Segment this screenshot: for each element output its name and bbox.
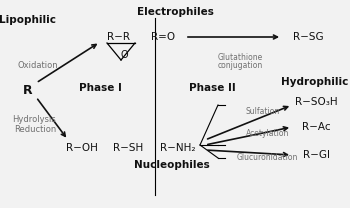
- Text: R−SG: R−SG: [293, 32, 323, 42]
- Text: Electrophiles: Electrophiles: [136, 7, 214, 17]
- Text: Glucuronidation: Glucuronidation: [237, 154, 298, 162]
- Text: Lipophilic: Lipophilic: [0, 15, 56, 25]
- Text: O: O: [120, 50, 128, 60]
- Text: R: R: [23, 83, 33, 97]
- Text: R−Gl: R−Gl: [302, 150, 329, 160]
- Text: R−NH₂: R−NH₂: [160, 143, 196, 153]
- Text: conjugation: conjugation: [217, 61, 262, 69]
- Text: Acetylation: Acetylation: [246, 129, 289, 137]
- Text: Hydrolysis: Hydrolysis: [12, 115, 56, 125]
- Text: R−OH: R−OH: [66, 143, 98, 153]
- Text: R=O: R=O: [151, 32, 175, 42]
- Text: R−Ac: R−Ac: [302, 122, 330, 132]
- Text: R−SH: R−SH: [113, 143, 143, 153]
- Text: Glutathione: Glutathione: [217, 52, 262, 62]
- Text: Oxidation: Oxidation: [18, 61, 59, 69]
- Text: Phase I: Phase I: [78, 83, 121, 93]
- Text: Nucleophiles: Nucleophiles: [134, 160, 210, 170]
- Text: R−SO₃H: R−SO₃H: [295, 97, 337, 107]
- Text: Sulfation: Sulfation: [246, 108, 280, 116]
- Text: Phase II: Phase II: [189, 83, 235, 93]
- Text: Hydrophilic: Hydrophilic: [281, 77, 349, 87]
- Text: Reduction: Reduction: [14, 125, 56, 135]
- Text: R−R: R−R: [106, 32, 130, 42]
